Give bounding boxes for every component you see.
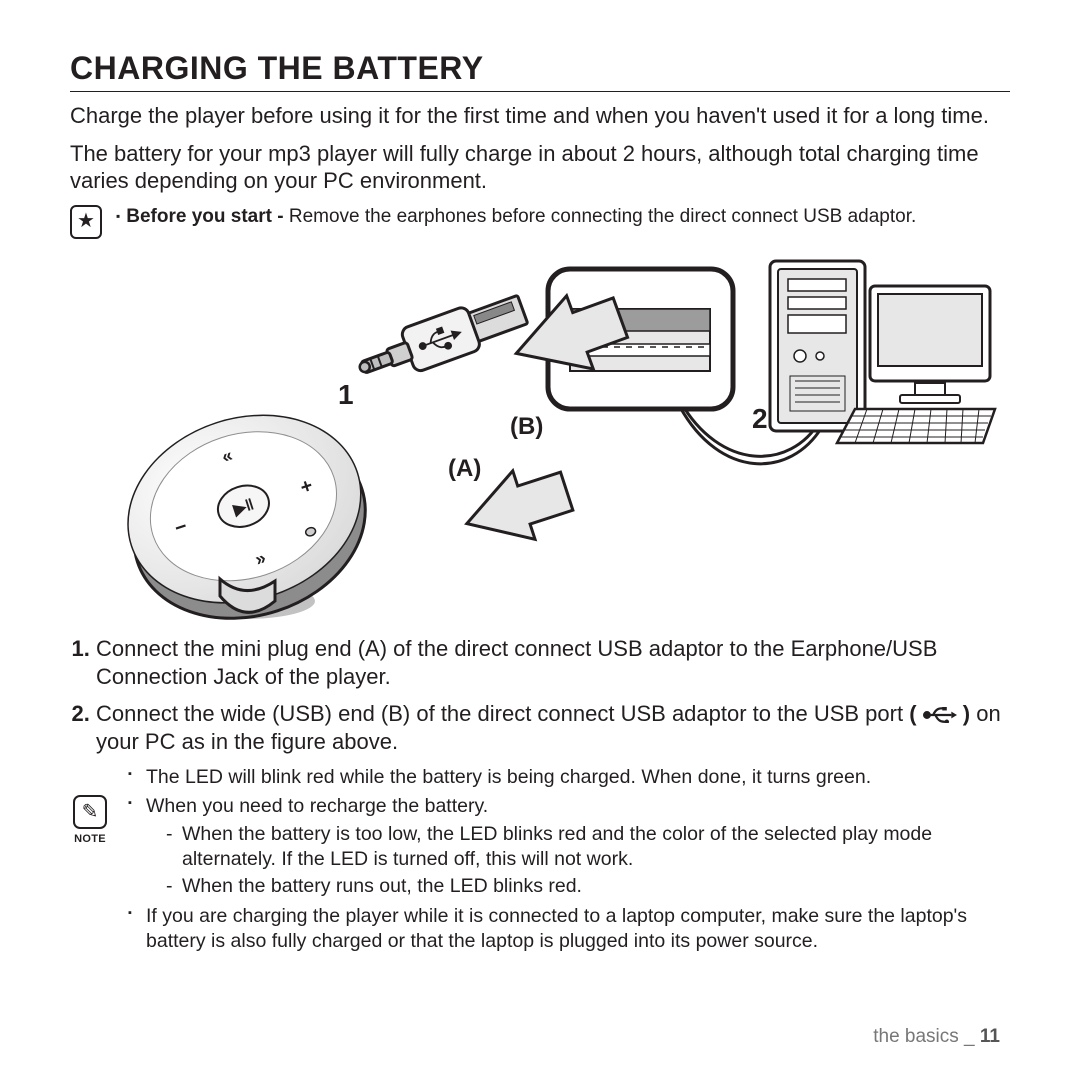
- figure-label-2: 2: [752, 403, 768, 435]
- before-start-text: Remove the earphones before connecting t…: [289, 206, 916, 227]
- diagram-svg: ▶ǁ « » − +: [70, 251, 1010, 631]
- before-you-start-note: ★ ▪ Before you start - Remove the earphon…: [70, 205, 1010, 239]
- steps-list: Connect the mini plug end (A) of the dir…: [70, 635, 1010, 757]
- footer-page-number: 11: [980, 1026, 1000, 1047]
- page-title: CHARGING THE BATTERY: [70, 50, 1010, 92]
- step-1: Connect the mini plug end (A) of the dir…: [96, 635, 1010, 692]
- step-2-lead: Connect the wide (USB) end (B) of the di…: [96, 701, 903, 726]
- pencil-icon: ✎: [73, 795, 107, 829]
- note-item-2: When you need to recharge the battery. W…: [128, 794, 1010, 899]
- intro-paragraph-2: The battery for your mp3 player will ful…: [70, 140, 1010, 195]
- note-item-1: The LED will blink red while the battery…: [128, 765, 1010, 790]
- usb-port-paren-open: (: [909, 701, 922, 726]
- charging-figure: ▶ǁ « » − + 1 2 (B): [70, 251, 1010, 631]
- step-2: Connect the wide (USB) end (B) of the di…: [96, 700, 1010, 757]
- intro-paragraph-1: Charge the player before using it for th…: [70, 102, 1010, 130]
- note-item-2b: When the battery runs out, the LED blink…: [166, 874, 1010, 899]
- usb-port-paren-close: ): [957, 701, 970, 726]
- note-item-2-text: When you need to recharge the battery.: [146, 795, 488, 817]
- bullet-icon: ▪: [116, 209, 120, 225]
- note-item-2a: When the battery is too low, the LED bli…: [166, 822, 1010, 873]
- star-icon: ★: [70, 205, 102, 239]
- figure-part-b: (B): [510, 413, 543, 441]
- page-footer: the basics _ 11: [873, 1026, 1000, 1048]
- usb-icon: [923, 707, 957, 723]
- note-block: ✎ NOTE The LED will blink red while the …: [70, 765, 1010, 958]
- note-item-3: If you are charging the player while it …: [128, 904, 1010, 955]
- footer-section: the basics _: [873, 1026, 980, 1047]
- figure-part-a: (A): [448, 455, 481, 483]
- figure-label-1: 1: [338, 379, 354, 411]
- before-start-lead: Before you start -: [126, 206, 289, 227]
- note-label: NOTE: [74, 833, 106, 845]
